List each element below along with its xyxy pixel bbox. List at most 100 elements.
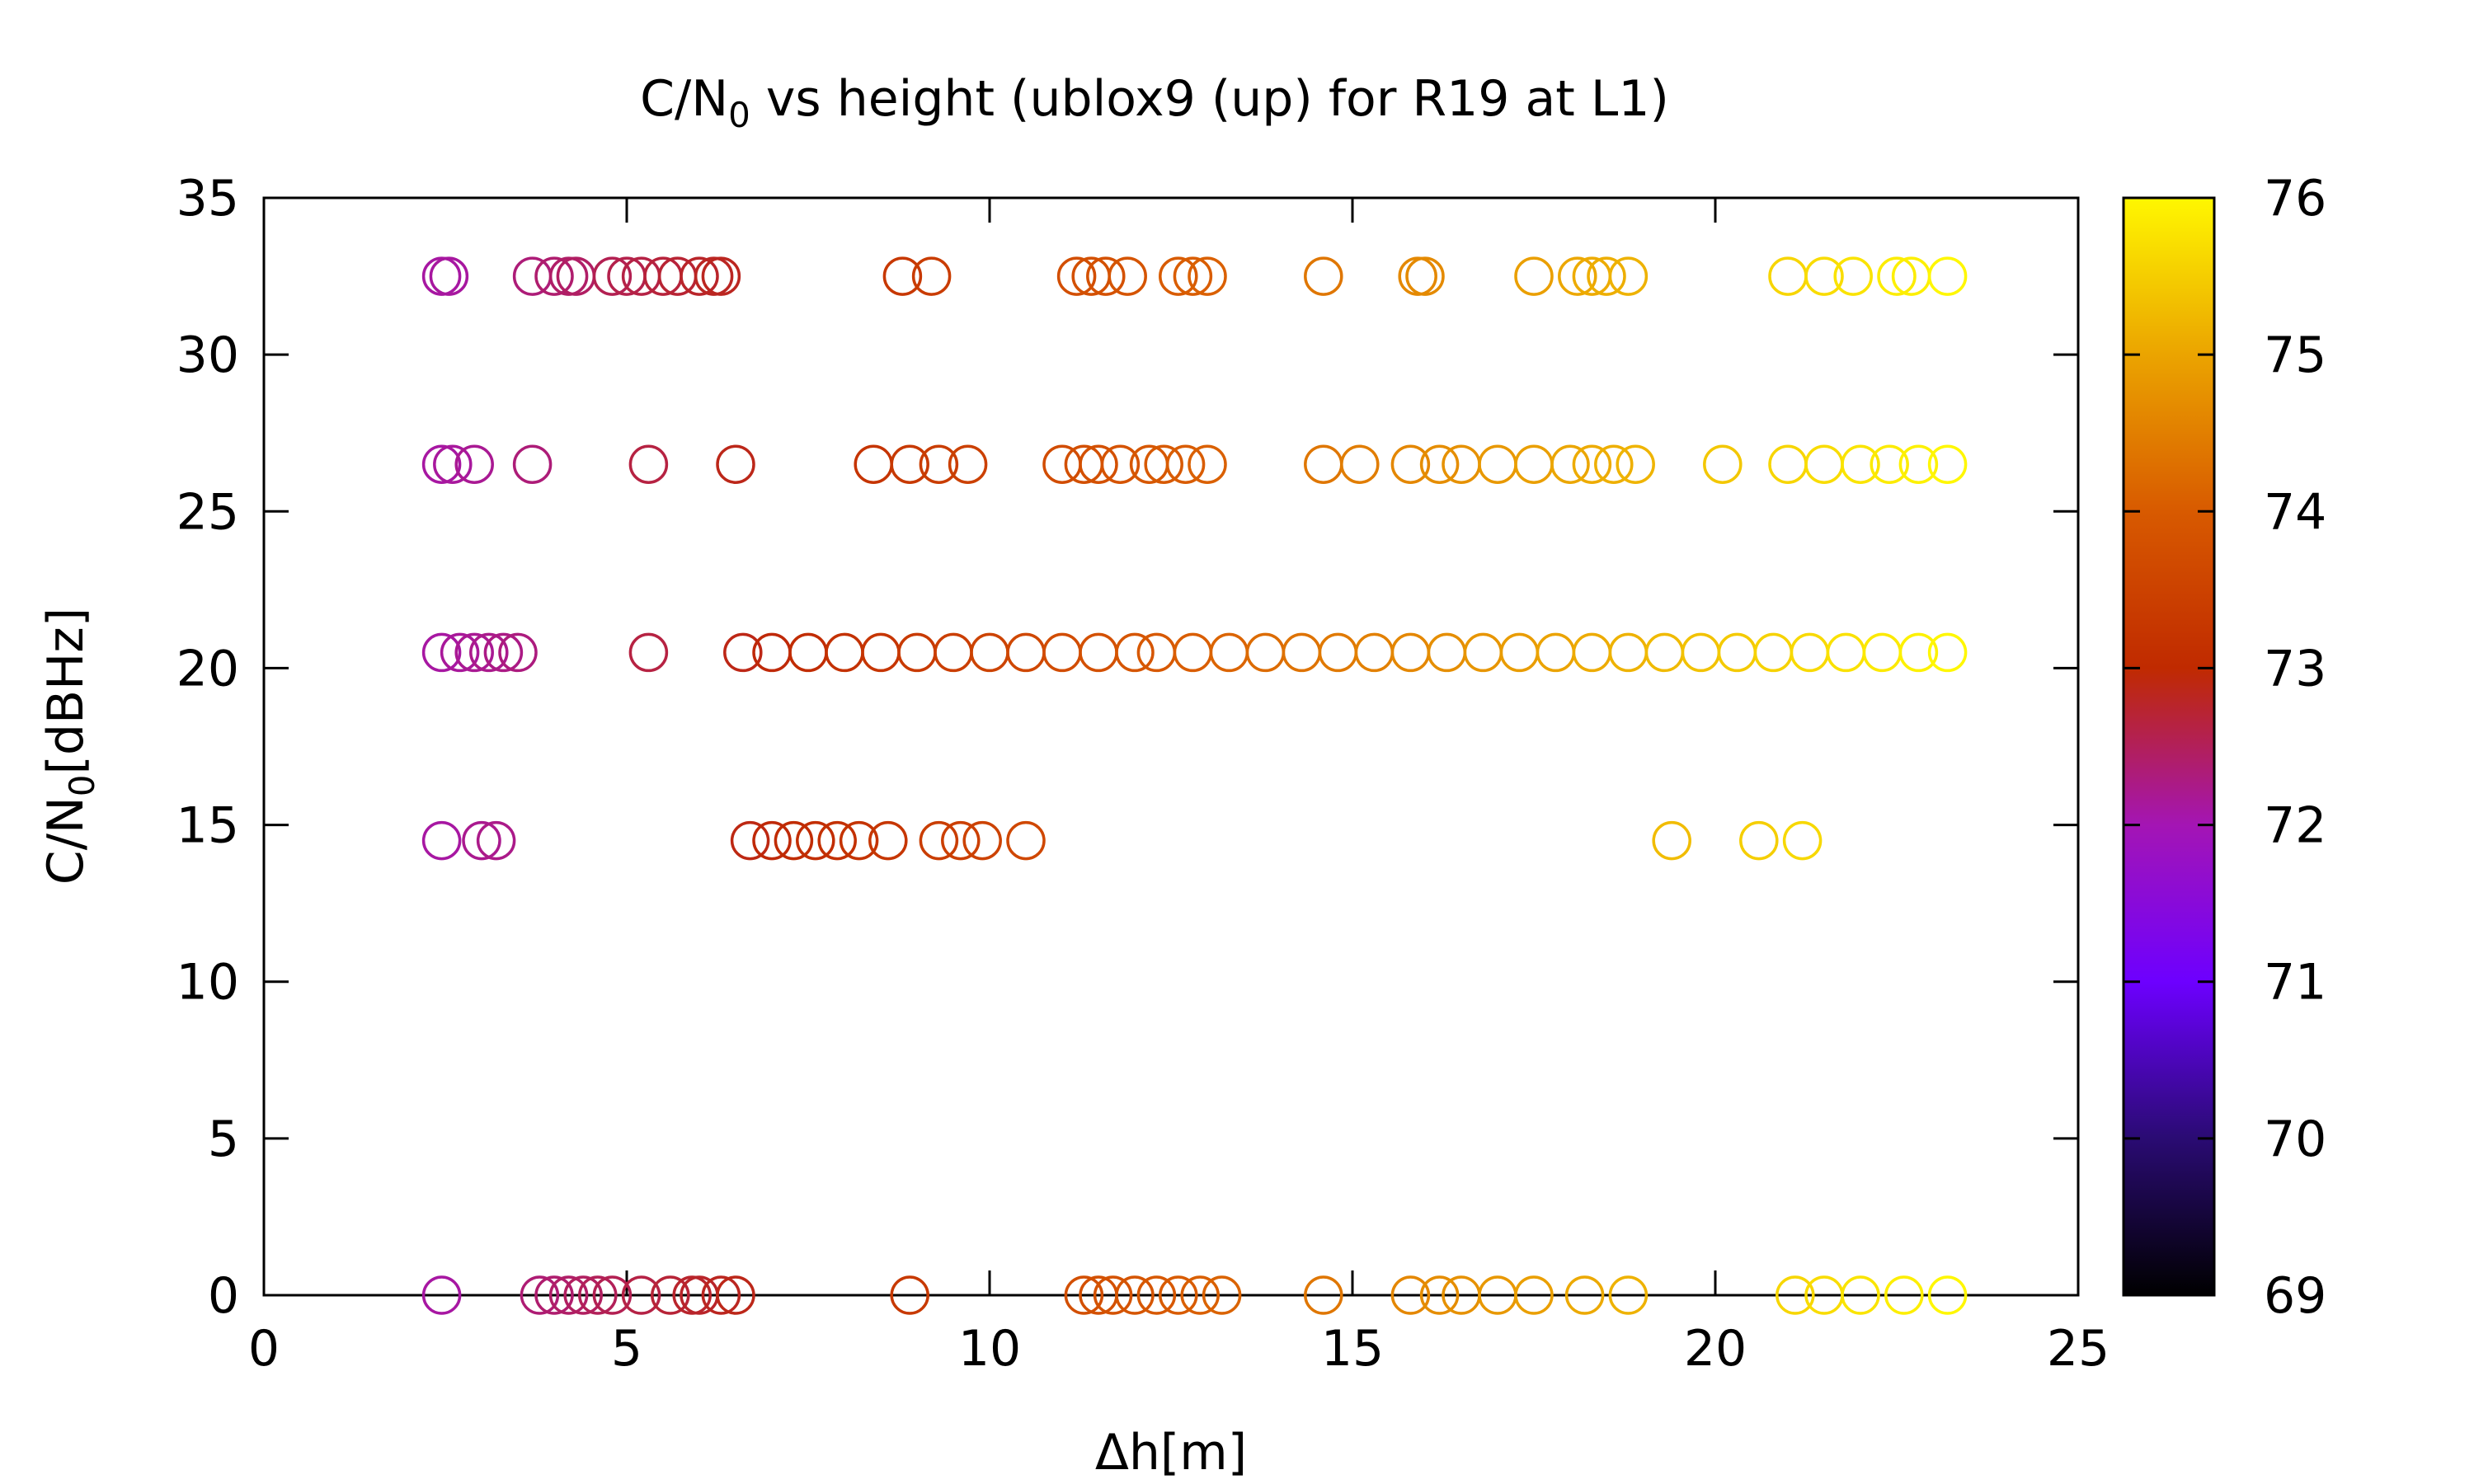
chart-title: C/N0 vs height (ublox9 (up) for R19 at L… xyxy=(640,70,1669,135)
y-tick-label: 25 xyxy=(176,483,239,541)
colorbar-tick-label: 75 xyxy=(2264,326,2326,384)
data-point xyxy=(1804,256,1844,296)
y-axis-label: C/N0[dBHz] xyxy=(37,608,102,885)
data-point xyxy=(919,444,959,484)
data-point xyxy=(421,444,462,484)
y-tick-label: 20 xyxy=(176,640,239,697)
data-point xyxy=(1405,256,1445,296)
data-point xyxy=(592,256,633,296)
data-point xyxy=(1927,444,1968,484)
data-point xyxy=(1927,256,1968,296)
data-point xyxy=(421,632,462,673)
data-point xyxy=(1398,256,1437,296)
data-point xyxy=(628,632,669,673)
data-point xyxy=(1587,256,1626,296)
data-point xyxy=(520,1275,560,1315)
data-point xyxy=(1616,444,1655,484)
x-tick-label: 25 xyxy=(2047,1320,2109,1378)
data-point xyxy=(651,1275,690,1315)
data-point xyxy=(548,1275,589,1315)
data-point xyxy=(429,256,469,296)
data-point xyxy=(454,632,494,673)
data-point xyxy=(934,632,973,673)
x-axis-ticks: 0 5 10 15 20 25 xyxy=(248,198,2109,1378)
data-point xyxy=(1927,1275,1968,1315)
y-tick-label: 0 xyxy=(208,1267,239,1325)
data-point xyxy=(469,632,509,673)
data-point xyxy=(440,632,480,673)
data-point xyxy=(1514,444,1554,484)
data-point xyxy=(1115,632,1155,673)
x-tick-label: 10 xyxy=(958,1320,1021,1378)
data-point xyxy=(716,1275,755,1315)
colorbar-tick-label: 72 xyxy=(2264,797,2326,855)
data-point xyxy=(1804,444,1844,484)
data-point xyxy=(948,444,988,484)
colorbar-tick-label: 71 xyxy=(2264,954,2326,1012)
colorbar xyxy=(2122,196,2216,1297)
data-point xyxy=(1608,256,1649,296)
data-point xyxy=(796,820,835,861)
data-point xyxy=(512,444,553,484)
data-point xyxy=(962,820,1002,861)
data-point xyxy=(1419,444,1460,484)
data-point xyxy=(578,1275,618,1315)
data-point xyxy=(730,820,770,861)
data-point xyxy=(1782,820,1823,861)
y-tick-label: 30 xyxy=(176,326,239,384)
data-point xyxy=(476,820,516,861)
data-point xyxy=(1870,444,1909,484)
data-point xyxy=(1681,632,1721,673)
data-point xyxy=(1318,632,1358,673)
x-tick-label: 20 xyxy=(1684,1320,1747,1378)
data-point xyxy=(621,1275,661,1315)
colorbar-tick-label: 76 xyxy=(2264,170,2326,228)
data-point xyxy=(1514,256,1554,296)
y-tick-label: 5 xyxy=(208,1111,239,1168)
data-point xyxy=(1064,1275,1104,1315)
data-point xyxy=(556,256,596,296)
data-point xyxy=(1833,256,1873,296)
data-point xyxy=(1304,1275,1343,1315)
data-point xyxy=(752,632,792,673)
data-point xyxy=(919,820,959,861)
data-point xyxy=(1739,820,1779,861)
data-point xyxy=(1042,632,1082,673)
data-point xyxy=(1790,632,1830,673)
data-point xyxy=(868,820,908,861)
data-point xyxy=(701,256,741,296)
data-point xyxy=(1877,256,1917,296)
data-point xyxy=(861,632,901,673)
data-point xyxy=(897,632,937,673)
data-point xyxy=(1086,256,1126,296)
data-point xyxy=(1768,256,1808,296)
data-point xyxy=(1188,444,1227,484)
data-point xyxy=(1478,444,1517,484)
data-point xyxy=(1572,444,1612,484)
data-point xyxy=(1558,256,1597,296)
x-tick-label: 15 xyxy=(1321,1320,1384,1378)
data-point xyxy=(1304,256,1343,296)
data-point xyxy=(1862,632,1903,673)
colorbar-tick-label: 70 xyxy=(2264,1111,2326,1168)
data-point xyxy=(1608,632,1649,673)
data-point xyxy=(1042,444,1082,484)
data-point xyxy=(1884,1275,1924,1315)
data-point xyxy=(1100,444,1141,484)
data-point xyxy=(462,820,501,861)
data-point xyxy=(1340,444,1380,484)
data-point xyxy=(1463,632,1503,673)
colorbar-ticks: 69 70 71 72 73 74 75 76 xyxy=(2124,170,2326,1325)
data-point xyxy=(1703,444,1743,484)
data-point xyxy=(563,1275,603,1315)
data-point xyxy=(1826,632,1866,673)
data-point xyxy=(534,1275,574,1315)
data-point xyxy=(1768,444,1808,484)
data-point xyxy=(1753,632,1794,673)
data-point xyxy=(788,632,828,673)
data-point xyxy=(1390,632,1431,673)
data-point xyxy=(774,820,814,861)
plot-area xyxy=(262,196,2080,1297)
data-point xyxy=(1354,632,1395,673)
data-point xyxy=(1188,256,1227,296)
